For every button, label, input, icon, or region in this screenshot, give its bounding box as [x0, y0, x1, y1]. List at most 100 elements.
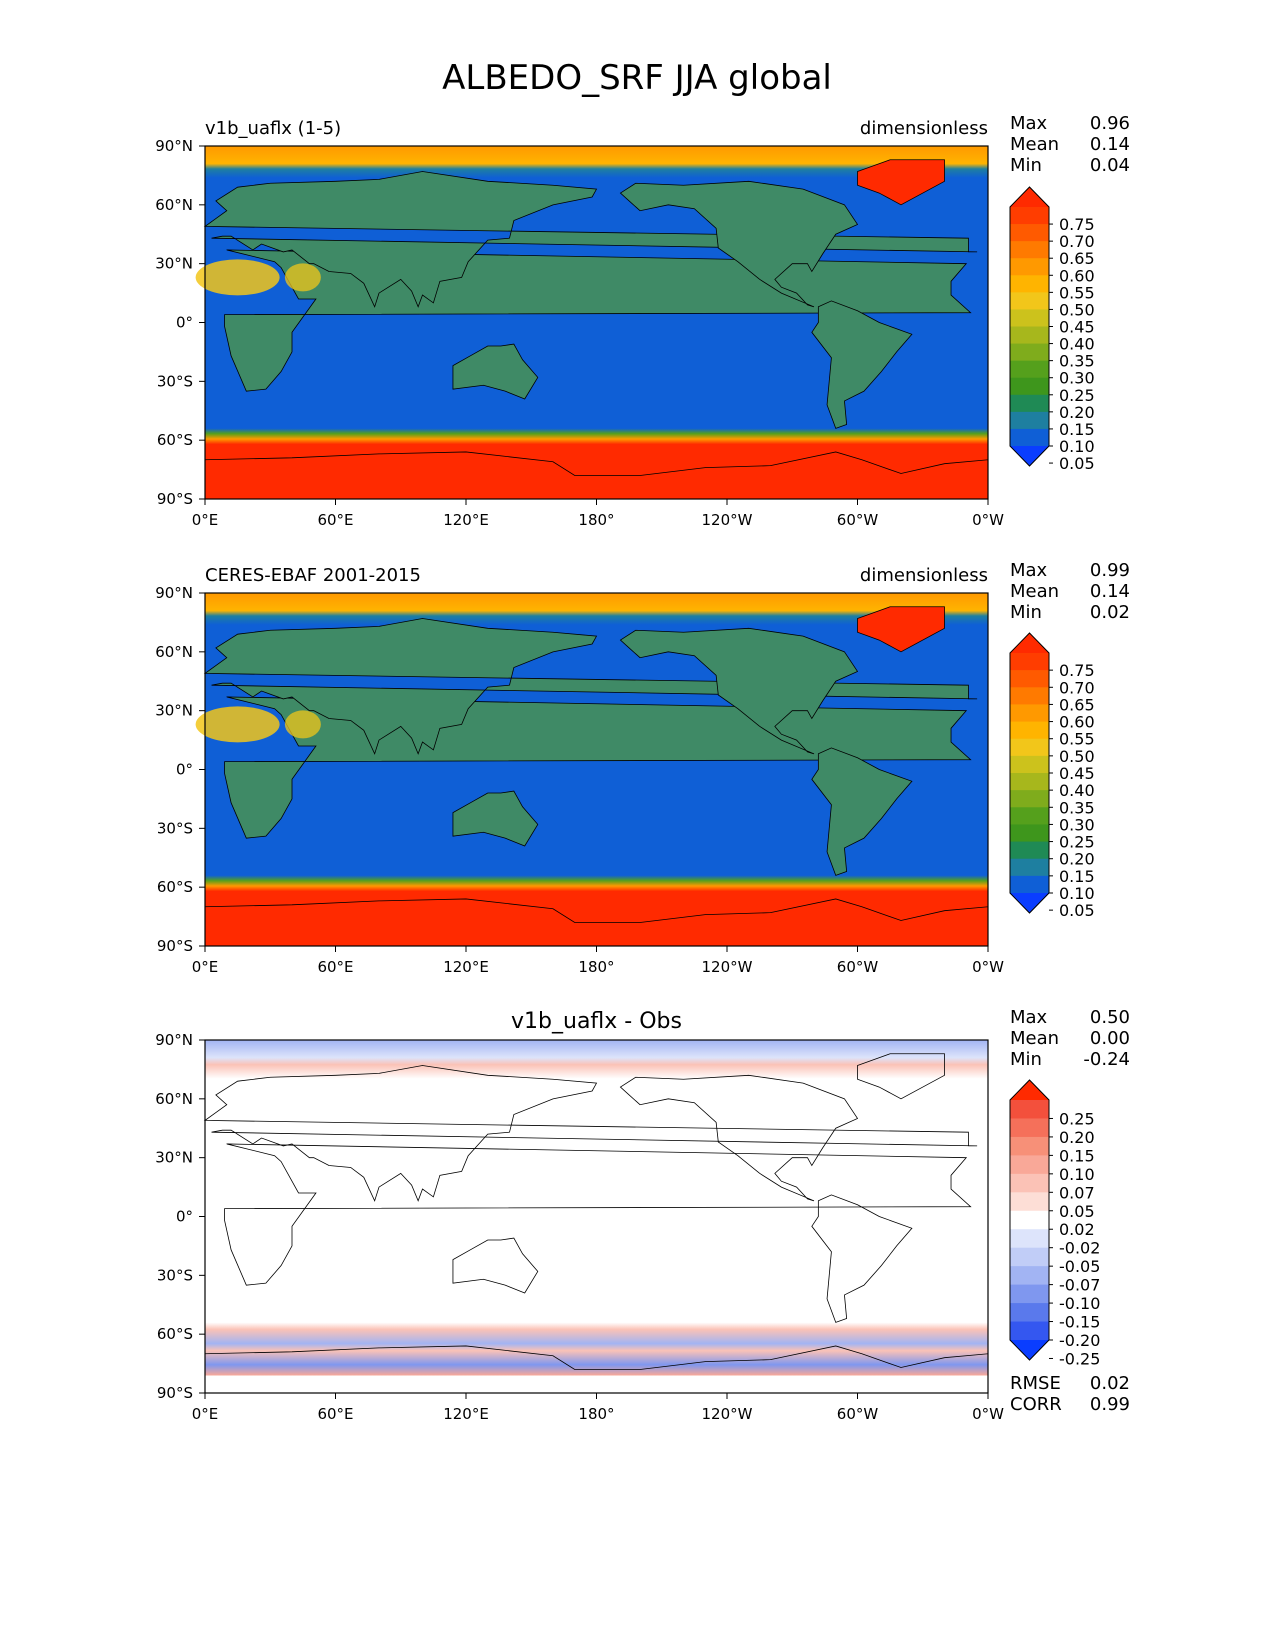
x-tick-label: 180° — [578, 958, 614, 976]
y-tick-label: 60°N — [155, 196, 193, 214]
stat-value-min: 0.04 — [1090, 155, 1130, 176]
land-layer — [203, 1053, 989, 1394]
stat-value-mean: 0.14 — [1090, 134, 1130, 155]
y-tick-label: 30°S — [157, 819, 193, 837]
colorbar-bin — [1010, 704, 1049, 723]
colorbar-label: -0.07 — [1059, 1276, 1100, 1295]
colorbar-label: -0.25 — [1059, 1349, 1100, 1368]
colorbar-label: 0.10 — [1059, 884, 1095, 903]
y-tick-label: 90°S — [157, 490, 193, 508]
y-tick-label: 60°S — [157, 1325, 193, 1343]
colorbar-label: 0.45 — [1059, 318, 1095, 337]
colorbar-label: 0.60 — [1059, 266, 1095, 285]
colorbar-bin — [1010, 1173, 1049, 1193]
colorbar-label: 0.15 — [1059, 867, 1095, 886]
colorbar-bin — [1010, 1284, 1049, 1304]
panels: 0°E 60°E 120°E 180° 120°W 60°W 0°W 90°N 60°N 30°N… — [155, 113, 1130, 1423]
field-background — [205, 1040, 988, 1393]
desert-patch — [195, 259, 280, 296]
panel-title: CERES-EBAF 2001-2015 — [205, 565, 421, 586]
desert-patch — [284, 263, 321, 292]
y-tick-label: 30°N — [155, 702, 193, 720]
colorbar-label: 0.70 — [1059, 232, 1095, 251]
y-tick-label: 0° — [176, 314, 193, 332]
stat-label-min: Min — [1010, 602, 1042, 623]
x-tick-label: 0°W — [972, 958, 1004, 976]
y-tick-label: 90°N — [155, 584, 193, 602]
colorbar-bin — [1010, 1303, 1049, 1323]
colorbar-label: 0.02 — [1059, 1220, 1095, 1239]
colorbar-label: -0.20 — [1059, 1331, 1100, 1350]
stat-value-rmse: 0.02 — [1090, 1373, 1130, 1394]
colorbar-label: 0.70 — [1059, 678, 1095, 697]
stat-value-corr: 0.99 — [1090, 1394, 1130, 1415]
colorbar-label: 0.10 — [1059, 1165, 1095, 1184]
stat-value-mean: 0.00 — [1090, 1028, 1130, 1049]
colorbar-bin — [1010, 1266, 1049, 1286]
colorbar-extend-max — [1010, 633, 1049, 653]
coastline-australia — [452, 343, 539, 400]
stat-label-min: Min — [1010, 155, 1042, 176]
y-tick-label: 90°N — [155, 1031, 193, 1049]
colorbar-label: 0.05 — [1059, 454, 1095, 473]
colorbar-label: 0.45 — [1059, 764, 1095, 783]
y-tick-label: 90°S — [157, 937, 193, 955]
stat-value-max: 0.96 — [1090, 113, 1130, 134]
y-tick-label: 90°N — [155, 137, 193, 155]
colorbar-label: 0.25 — [1059, 833, 1095, 852]
colorbar-extend-min — [1010, 893, 1049, 913]
x-tick-label: 0°W — [972, 1405, 1004, 1423]
coastline-samerica — [811, 747, 913, 876]
colorbar-bin — [1010, 858, 1049, 877]
colorbar-label: 0.40 — [1059, 781, 1095, 800]
coastline-namerica — [619, 627, 859, 755]
colorbar-bin — [1010, 411, 1049, 430]
colorbar-bin — [1010, 343, 1049, 362]
colorbar-label: 0.75 — [1059, 215, 1095, 234]
colorbar-bin — [1010, 773, 1049, 791]
colorbar-bin — [1010, 309, 1049, 328]
stat-label-max: Max — [1010, 1007, 1048, 1028]
colorbar-label: 0.20 — [1059, 850, 1095, 869]
colorbar-extend-min — [1010, 1340, 1049, 1360]
colorbar-label: 0.05 — [1059, 901, 1095, 920]
stat-label-mean: Mean — [1010, 581, 1059, 602]
colorbar-bin — [1010, 841, 1049, 860]
coastline-greenland — [857, 1053, 945, 1100]
colorbar-label: -0.02 — [1059, 1239, 1100, 1258]
coastline-eurasia — [203, 171, 978, 308]
x-tick-label: 180° — [578, 1405, 614, 1423]
colorbar-label: 0.60 — [1059, 713, 1095, 732]
colorbar-bin — [1010, 275, 1049, 293]
x-tick-label: 60°W — [837, 511, 879, 529]
colorbar-label: 0.15 — [1059, 420, 1095, 439]
colorbar-bin — [1010, 1321, 1049, 1341]
x-tick-label: 0°E — [192, 1405, 219, 1423]
colorbar-label: 0.20 — [1059, 403, 1095, 422]
coastline-australia — [452, 790, 539, 847]
colorbar-bin — [1010, 738, 1049, 757]
x-tick-label: 120°W — [702, 511, 753, 529]
colorbar-bin — [1010, 258, 1049, 276]
stat-value-max: 0.50 — [1090, 1007, 1130, 1028]
map-panel-2: 0°E 60°E 120°E 180° 120°W 60°W 0°W 90°N 60°N 30°N… — [155, 560, 1130, 976]
y-tick-label: 30°N — [155, 1149, 193, 1167]
x-tick-label: 0°W — [972, 511, 1004, 529]
desert-patch — [284, 710, 321, 739]
stat-label-mean: Mean — [1010, 1028, 1059, 1049]
colorbar-bin — [1010, 755, 1049, 774]
colorbar-extend-min — [1010, 446, 1049, 466]
colorbar-extend-max — [1010, 187, 1049, 207]
x-tick-label: 120°E — [443, 958, 489, 976]
coastline-namerica — [619, 1074, 859, 1202]
y-tick-label: 90°S — [157, 1384, 193, 1402]
colorbar-label: 0.35 — [1059, 352, 1095, 371]
colorbar-bin — [1010, 653, 1049, 671]
colorbar-label: 0.20 — [1059, 1128, 1095, 1147]
stat-value-min: -0.24 — [1083, 1049, 1130, 1070]
y-tick-label: 30°N — [155, 255, 193, 273]
units-label: dimensionless — [860, 118, 988, 139]
land-layer — [195, 159, 989, 500]
colorbar-label: 0.30 — [1059, 815, 1095, 834]
colorbar-bin — [1010, 360, 1049, 379]
